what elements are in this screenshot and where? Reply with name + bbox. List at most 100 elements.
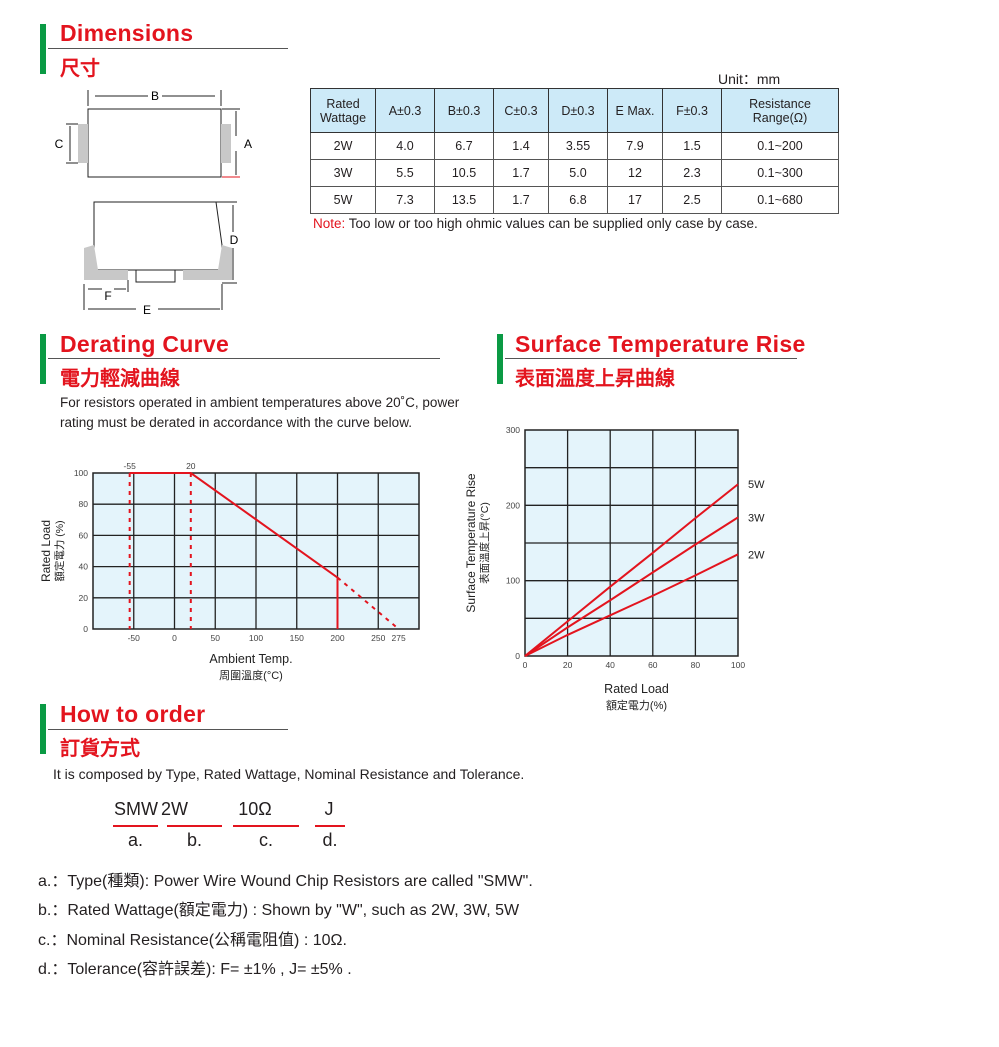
table-cell: 0.1~200 [721,132,839,160]
x-tick-label: 250 [371,633,385,643]
x-tick-label: 80 [691,660,701,670]
table-cell: 1.4 [493,132,549,160]
table-cell: 0.1~300 [721,159,839,187]
table-header: Rated Wattage [310,88,376,133]
x-axis-label: Ambient Temp. [209,652,292,666]
y-tick-label: 0 [515,651,520,661]
underline [113,825,158,827]
dimensions-table: Rated Wattage A±0.3 B±0.3 C±0.3 D±0.3 E Max. F… [310,88,839,214]
table-cell: 1.7 [493,186,549,214]
x-tick-label: 50 [211,633,221,643]
explanation-type: a.：Type(種類): Power Wire Wound Chip Resis… [38,873,533,890]
legend-label: 5W [748,479,765,491]
derating-title-zh: 電力輕減曲線 [60,368,180,390]
x-tick-label: -50 [128,633,141,643]
table-cell: 12 [607,159,663,187]
x-tick-label: 275 [392,633,406,643]
y-tick-label: 80 [79,499,89,509]
underline [233,825,299,827]
y-axis-label: Surface Temperature Rise [464,473,478,613]
x-tick-label: 20 [563,660,573,670]
x-tick-label: 150 [290,633,304,643]
y-tick-label: 100 [506,576,520,586]
section-accent-bar [40,334,46,384]
y-tick-label: 0 [83,624,88,634]
surface-title: Surface Temperature Rise [515,331,806,357]
underline [315,825,345,827]
table-cell: 5.5 [375,159,435,187]
order-title-zh: 訂貨方式 [60,738,140,760]
code-key-c: c. [258,830,273,850]
series-line [524,553,739,657]
table-cell: 0.1~680 [721,186,839,214]
table-header: E Max. [607,88,663,133]
y-tick-label: 40 [79,562,89,572]
dim-label-f: F [104,289,111,303]
dimensions-title-zh: 尺寸 [60,58,100,80]
x-axis-label: Rated Load [604,682,669,696]
table-cell: 5W [310,186,376,214]
code-part-type: SMW [114,799,158,819]
code-part-resistance: 10Ω [238,799,272,819]
y-axis-label-zh: 表面溫度上昇(°C) [478,502,491,584]
series-line [336,576,400,630]
divider [48,729,288,730]
table-cell: 2.3 [662,159,722,187]
code-part-tolerance: J [324,799,334,819]
x-tick-label: 40 [605,660,615,670]
table-cell: 2.5 [662,186,722,214]
derating-title: Derating Curve [60,331,230,357]
dim-label-e: E [143,303,151,317]
derating-description: For resistors operated in ambient temper… [60,395,460,430]
table-cell: 13.5 [434,186,494,214]
derating-chart: -50 0 50 100 150 200 250 275 0 20 40 60 80 100 -55 20 Am… [39,461,420,682]
surface-temp-chart: 0 20 40 60 80 100 0 100 200 300 5W 3W 2W Rated Load 額定… [464,425,765,712]
table-header: Resistance Range(Ω) [721,88,839,133]
y-tick-label: 200 [506,500,520,510]
code-part-wattage: 2W [161,799,188,819]
table-cell: 5.0 [548,159,608,187]
x-tick-label: 0 [172,633,177,643]
table-header: A±0.3 [375,88,435,133]
note: Note: Too low or too high ohmic values c… [313,216,758,231]
table-header: D±0.3 [548,88,608,133]
section-accent-bar [40,704,46,754]
series-line [524,483,739,657]
code-key-b: b. [186,830,202,850]
dim-label-d: D [230,233,239,247]
dim-label-c: C [55,137,64,151]
table-header: C±0.3 [493,88,549,133]
dim-label-b: B [151,89,159,103]
table-cell: 17 [607,186,663,214]
legend-label: 3W [748,512,765,524]
x-axis-label-zh: 周圍溫度(°C) [219,668,283,682]
section-accent-bar [497,334,503,384]
y-tick-label: 60 [79,530,89,540]
table-cell: 6.8 [548,186,608,214]
divider [505,358,797,359]
order-title: How to order [60,701,206,727]
table-cell: 1.7 [493,159,549,187]
table-cell: 7.3 [375,186,435,214]
table-cell: 3W [310,159,376,187]
dim-label-a: A [244,137,252,151]
explanation-resistance: c.：Nominal Resistance(公稱電阻值) : 10Ω. [38,932,347,949]
table-cell: 6.7 [434,132,494,160]
unit-label: Unit：mm [718,71,781,87]
table-cell: 3.55 [548,132,608,160]
dimensions-title: Dimensions [60,20,194,46]
explanation-tolerance: d.：Tolerance(容許誤差): F= ±1% , J= ±5% . [38,961,352,978]
x-axis-label-zh: 額定電力(%) [606,698,667,712]
divider [48,48,288,49]
table-cell: 10.5 [434,159,494,187]
dimension-drawing: B A C D F E [55,89,252,317]
y-axis-label-zh: 額定電力 (%) [53,520,66,581]
series-line [524,516,739,657]
y-tick-label: 20 [79,593,89,603]
note-text: Too low or too high ohmic values can be … [348,216,758,231]
underline [167,825,222,827]
y-axis-label: Rated Load [39,520,53,582]
section-accent-bar [40,24,46,74]
surface-title-zh: 表面溫度上昇曲線 [515,368,675,390]
